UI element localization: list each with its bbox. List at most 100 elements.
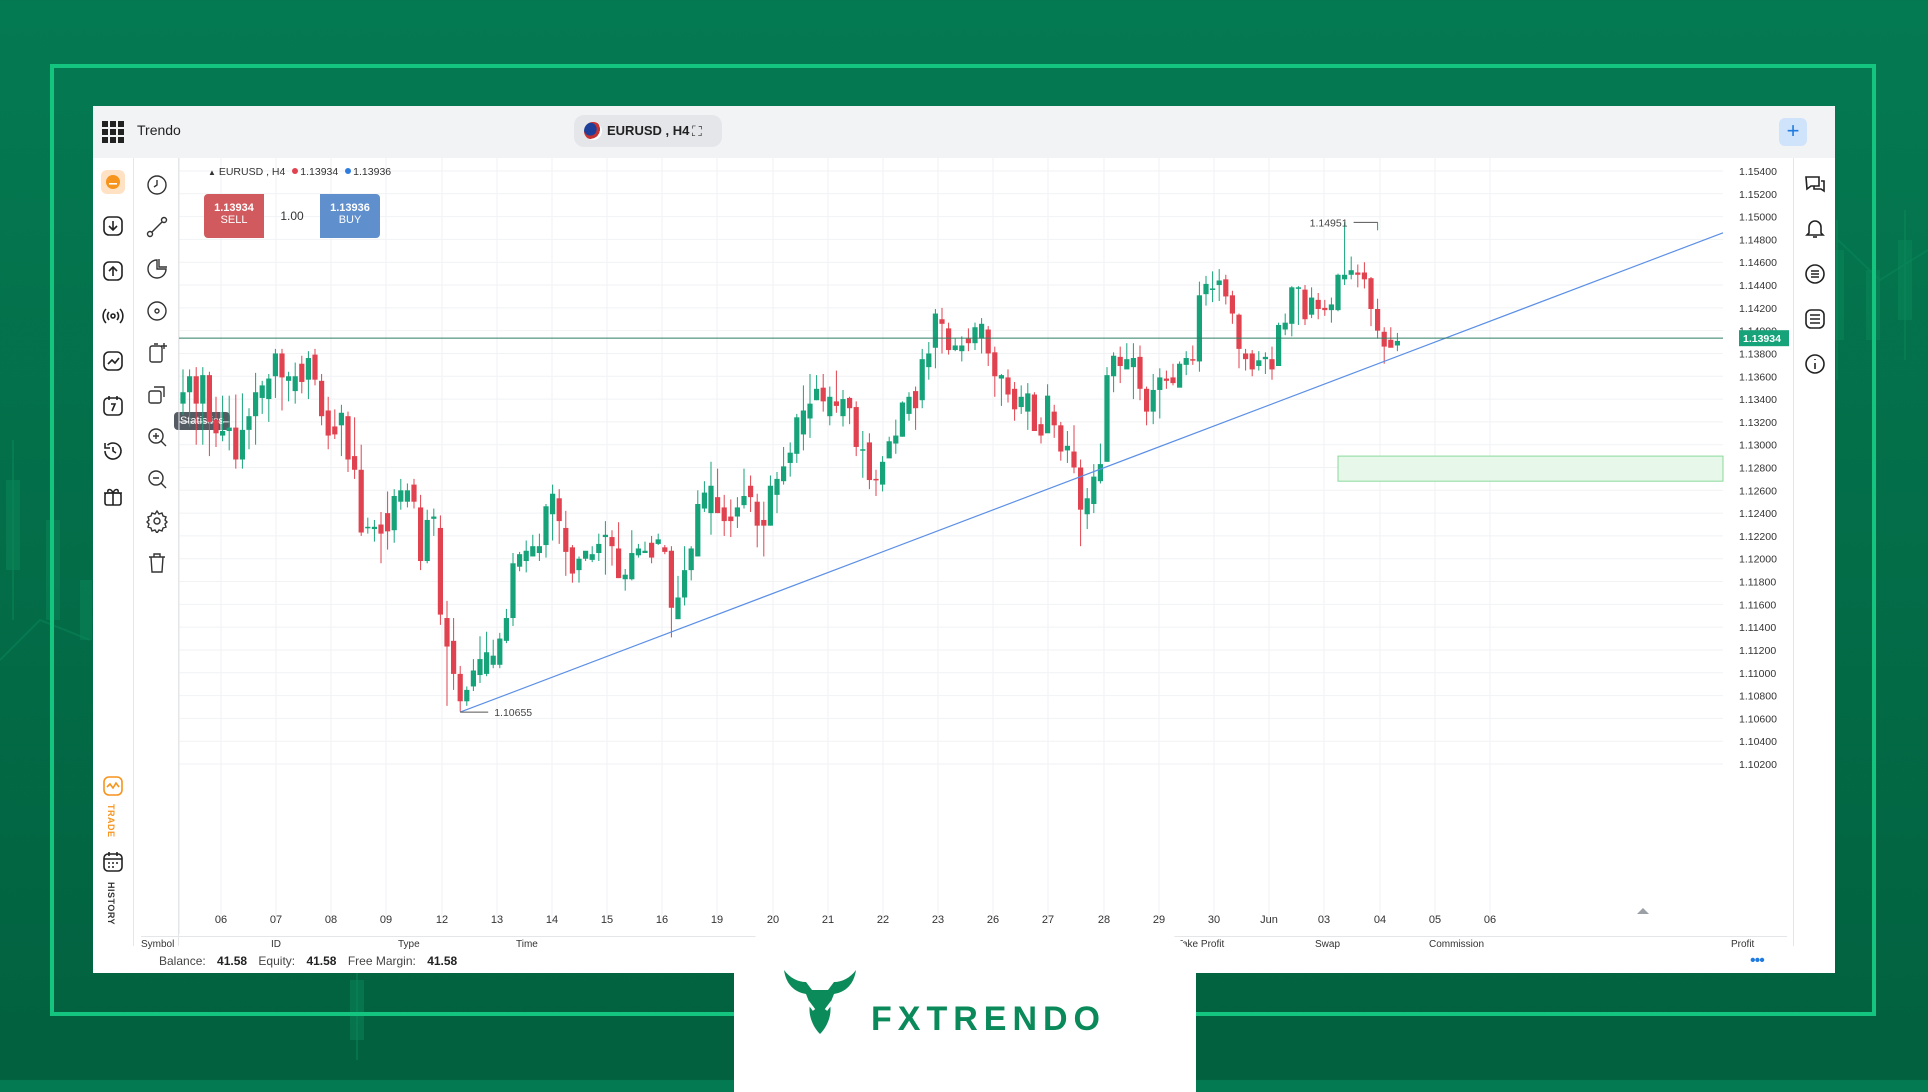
candle-body — [906, 396, 912, 414]
upload-icon[interactable] — [101, 259, 125, 283]
col-commission[interactable]: Commission — [1429, 939, 1485, 950]
symbol-selector[interactable]: EURUSD , H4 ⛶ — [574, 115, 722, 147]
pie-icon[interactable] — [145, 257, 169, 281]
candle-body — [1355, 272, 1361, 275]
candle-body — [1012, 388, 1018, 410]
line-tool-icon[interactable] — [145, 215, 169, 239]
y-tick-label: 1.13200 — [1739, 417, 1777, 429]
col-id[interactable]: ID — [271, 939, 281, 950]
candle-body — [1104, 375, 1110, 462]
candle-body — [965, 338, 971, 344]
candle-body — [233, 427, 239, 460]
candle-body — [1078, 467, 1084, 510]
col-profit[interactable]: Profit — [1731, 939, 1755, 950]
candle-body — [470, 670, 476, 687]
signal-icon[interactable] — [101, 304, 125, 328]
calendar-icon[interactable] — [101, 850, 125, 874]
balance-label: Balance: — [159, 954, 206, 968]
y-tick-label: 1.10200 — [1739, 759, 1777, 771]
copy-icon[interactable] — [145, 383, 169, 407]
candle-body — [1282, 322, 1288, 330]
candle-body — [1097, 464, 1103, 482]
candle-body — [1309, 297, 1315, 315]
chat-icon[interactable] — [1803, 172, 1827, 196]
candle-body — [550, 493, 556, 515]
history-tab-label[interactable]: HISTORY — [106, 882, 116, 926]
candle-body — [866, 442, 872, 481]
chart-legend: ▲ EURUSD , H4 1.13934 1.13936 — [208, 166, 391, 178]
col-time[interactable]: Time — [516, 939, 538, 950]
gift-icon[interactable] — [101, 484, 125, 508]
candle-body — [840, 399, 846, 417]
y-tick-label: 1.13600 — [1739, 371, 1777, 383]
candle-body — [787, 452, 793, 463]
candle-body — [1170, 377, 1176, 384]
target-icon[interactable] — [145, 299, 169, 323]
zoom-out-icon[interactable] — [145, 467, 169, 491]
col-symbol[interactable]: Symbol — [141, 939, 175, 950]
trade-tab-label[interactable]: TRADE — [106, 804, 116, 838]
x-tick-label: 13 — [491, 914, 503, 926]
more-options-icon[interactable]: ••• — [1750, 952, 1765, 969]
candle-body — [259, 385, 265, 398]
trading-app-window: Trendo EURUSD , H4 ⛶ + TRADE HISTORY Sta… — [93, 106, 1835, 973]
y-tick-label: 1.10600 — [1739, 713, 1777, 725]
sell-button[interactable]: 1.13934 SELL — [204, 194, 264, 238]
chart-icon[interactable] — [101, 349, 125, 373]
calendar-7-icon[interactable] — [101, 394, 125, 418]
logo-text: FXTRENDO — [871, 1000, 1106, 1038]
news-icon[interactable] — [1803, 307, 1827, 331]
collapse-icon[interactable]: ▲ — [208, 168, 216, 177]
candle-body — [1229, 295, 1235, 314]
settings-icon[interactable] — [145, 509, 169, 533]
fullscreen-icon[interactable]: ⛶ — [692, 123, 702, 139]
clipboard-icon[interactable] — [145, 341, 169, 365]
candle-body — [1117, 356, 1123, 367]
x-tick-label: 15 — [601, 914, 613, 926]
grid-icon[interactable] — [102, 121, 124, 143]
col-take-profit[interactable]: Take Profit — [1177, 939, 1225, 950]
plus-icon[interactable]: + — [1779, 118, 1807, 146]
candle-body — [1236, 314, 1242, 349]
candle-body — [932, 313, 938, 348]
y-tick-label: 1.14400 — [1739, 280, 1777, 292]
buy-button[interactable]: 1.13936 BUY — [320, 194, 380, 238]
candle-body — [1322, 307, 1328, 311]
chart-lines — [179, 232, 1724, 713]
home-icon[interactable] — [101, 170, 125, 194]
history-icon[interactable] — [101, 439, 125, 463]
candle-body — [649, 542, 655, 558]
equity-label: Equity: — [258, 954, 296, 968]
candle-body — [411, 484, 417, 502]
col-type[interactable]: Type — [398, 939, 420, 950]
col-swap[interactable]: Swap — [1315, 939, 1341, 950]
list-icon[interactable] — [1803, 262, 1827, 286]
candle-body — [253, 392, 259, 417]
clock-icon[interactable] — [145, 173, 169, 197]
balance-value: 41.58 — [217, 954, 248, 968]
bell-icon[interactable] — [1803, 217, 1827, 241]
y-tick-label: 1.15000 — [1739, 212, 1777, 224]
trade-icon[interactable] — [101, 774, 125, 798]
price-axis: 1.15400 1.15200 1.15000 1.14800 1.14600 1.144… — [1739, 166, 1789, 771]
candle-body — [1342, 274, 1348, 280]
candle-body — [1058, 425, 1064, 452]
candle-body — [1137, 356, 1143, 389]
candle-body — [1289, 287, 1295, 324]
price-chart[interactable]: 1.15400 1.15200 1.15000 1.14800 1.14600 1.144… — [93, 106, 1835, 946]
candle-body — [279, 353, 285, 378]
candle-body — [187, 376, 193, 393]
trash-icon[interactable] — [145, 551, 169, 575]
candle-body — [431, 516, 437, 519]
candle-body — [404, 490, 410, 502]
download-icon[interactable] — [101, 214, 125, 238]
candle-body — [418, 507, 424, 562]
x-tick-label: 26 — [987, 914, 999, 926]
candle-body — [1005, 377, 1011, 395]
candle-body — [206, 375, 212, 422]
y-tick-label: 1.13800 — [1739, 348, 1777, 360]
quantity-input[interactable]: 1.00 — [280, 209, 304, 223]
candle-body — [1064, 445, 1070, 451]
info-icon[interactable] — [1803, 352, 1827, 376]
zoom-in-icon[interactable] — [145, 425, 169, 449]
